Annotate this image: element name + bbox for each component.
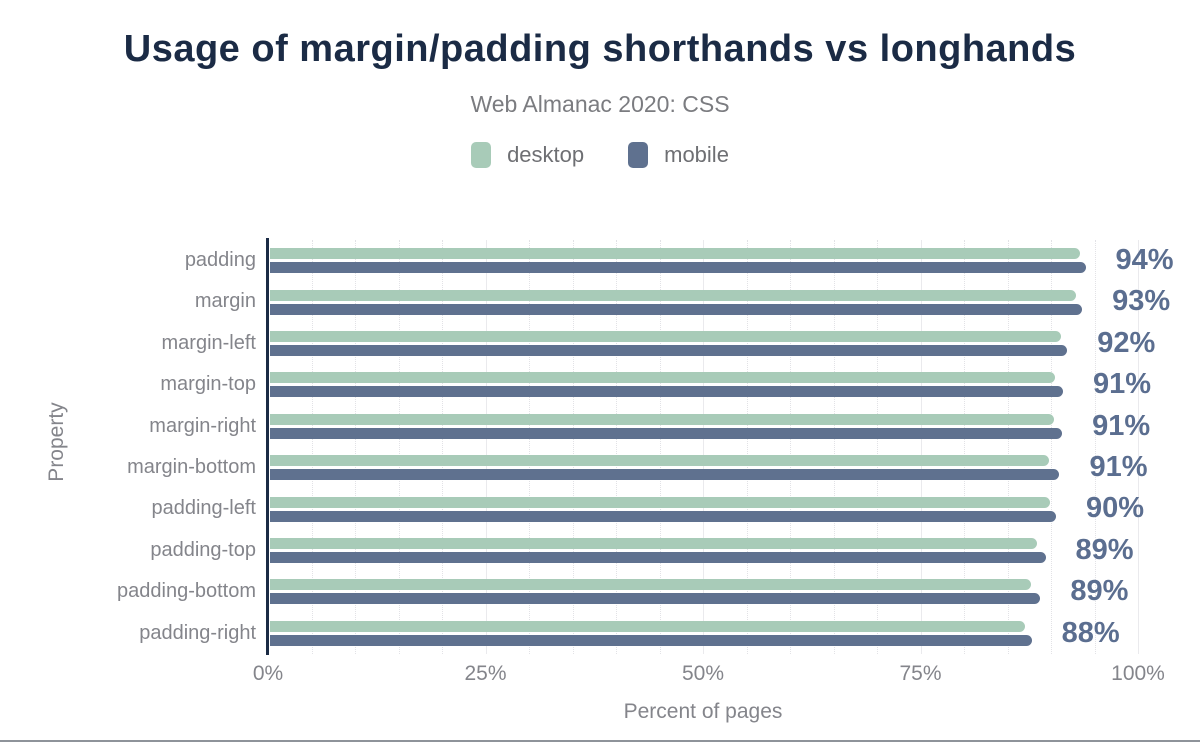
value-label-padding-left: 90% bbox=[1085, 492, 1145, 525]
minor-gridline bbox=[659, 240, 661, 654]
category-label-padding-bottom: padding-bottom bbox=[117, 580, 256, 603]
chart-subtitle: Web Almanac 2020: CSS bbox=[470, 91, 730, 117]
minor-gridline bbox=[877, 240, 878, 654]
category-label-padding-right: padding-right bbox=[139, 621, 256, 644]
desktop-bar-margin-top[interactable] bbox=[269, 372, 1056, 384]
major-gridline bbox=[703, 240, 704, 654]
desktop-bar-padding-right[interactable] bbox=[269, 620, 1025, 632]
mobile-bar-padding-top[interactable] bbox=[269, 552, 1046, 563]
mobile-bar-margin-top[interactable] bbox=[269, 386, 1063, 398]
category-label-padding: padding bbox=[184, 249, 256, 271]
desktop-bar-margin-left[interactable] bbox=[269, 331, 1062, 342]
x-tick-50%: 50% bbox=[681, 662, 725, 685]
mobile-swatch-icon bbox=[628, 142, 649, 168]
minor-gridline bbox=[790, 240, 791, 654]
category-label-margin-top: margin-top bbox=[160, 373, 256, 396]
minor-gridline bbox=[572, 240, 574, 654]
minor-gridline bbox=[964, 240, 965, 654]
legend: desktop mobile bbox=[0, 140, 1200, 170]
value-label-margin-right: 91% bbox=[1092, 409, 1151, 442]
major-gridline bbox=[485, 240, 487, 654]
value-label-margin-left: 92% bbox=[1097, 326, 1156, 359]
major-gridline bbox=[1138, 240, 1139, 654]
desktop-bar-padding-top[interactable] bbox=[269, 538, 1037, 549]
desktop-bar-margin-right[interactable] bbox=[269, 413, 1055, 425]
x-tick-75%: 75% bbox=[899, 662, 942, 685]
mobile-bar-margin-right[interactable] bbox=[269, 427, 1063, 439]
minor-gridline bbox=[616, 240, 617, 654]
desktop-bar-margin[interactable] bbox=[269, 289, 1076, 301]
major-gridline bbox=[920, 240, 922, 654]
legend-label-mobile: mobile bbox=[664, 142, 729, 167]
legend-item-desktop[interactable]: desktop bbox=[471, 142, 584, 168]
category-label-padding-left: padding-left bbox=[151, 497, 256, 520]
y-axis-title: Property bbox=[45, 402, 68, 482]
x-tick-25%: 25% bbox=[464, 662, 507, 685]
value-label-padding: 94% bbox=[1115, 244, 1174, 276]
category-label-margin-left: margin-left bbox=[161, 331, 256, 354]
desktop-bar-margin-bottom[interactable] bbox=[269, 455, 1050, 467]
legend-item-mobile[interactable]: mobile bbox=[628, 142, 729, 168]
value-label-padding-bottom: 89% bbox=[1070, 575, 1129, 608]
minor-gridline bbox=[442, 240, 443, 654]
value-label-margin: 93% bbox=[1112, 285, 1171, 318]
desktop-bar-padding-bottom[interactable] bbox=[269, 579, 1031, 591]
mobile-bar-margin-left[interactable] bbox=[269, 345, 1068, 356]
minor-gridline bbox=[355, 240, 356, 654]
legend-label-desktop: desktop bbox=[507, 142, 585, 167]
bottom-divider bbox=[0, 740, 1200, 742]
value-label-margin-top: 91% bbox=[1092, 368, 1151, 401]
desktop-swatch-icon bbox=[471, 142, 492, 168]
x-tick-0%: 0% bbox=[252, 662, 284, 685]
category-label-margin: margin bbox=[194, 290, 256, 313]
y-axis-line bbox=[266, 238, 269, 655]
x-axis-title: Percent of pages bbox=[623, 700, 783, 723]
minor-gridline bbox=[529, 240, 530, 654]
value-label-padding-right: 88% bbox=[1061, 616, 1120, 649]
mobile-bar-margin-bottom[interactable] bbox=[269, 469, 1060, 481]
mobile-bar-margin[interactable] bbox=[269, 303, 1083, 315]
mobile-bar-padding-right[interactable] bbox=[269, 634, 1032, 646]
category-label-margin-bottom: margin-bottom bbox=[127, 456, 256, 478]
minor-gridline bbox=[398, 240, 400, 654]
category-label-padding-top: padding-top bbox=[150, 538, 256, 561]
minor-gridline bbox=[746, 240, 748, 654]
minor-gridline bbox=[1051, 240, 1052, 654]
value-label-padding-top: 89% bbox=[1075, 533, 1134, 566]
minor-gridline bbox=[833, 240, 835, 654]
desktop-bar-padding[interactable] bbox=[269, 248, 1081, 260]
minor-gridline bbox=[1007, 240, 1009, 654]
minor-gridline bbox=[1094, 240, 1096, 654]
minor-gridline bbox=[311, 240, 313, 654]
value-label-margin-bottom: 91% bbox=[1089, 451, 1148, 483]
x-tick-100%: 100% bbox=[1111, 662, 1165, 685]
mobile-bar-padding[interactable] bbox=[269, 262, 1086, 274]
mobile-bar-padding-bottom[interactable] bbox=[269, 593, 1041, 605]
chart-title: Usage of margin/padding shorthands vs lo… bbox=[123, 28, 1077, 70]
desktop-bar-padding-left[interactable] bbox=[269, 496, 1050, 508]
category-label-margin-right: margin-right bbox=[149, 414, 256, 437]
mobile-bar-padding-left[interactable] bbox=[269, 510, 1056, 522]
